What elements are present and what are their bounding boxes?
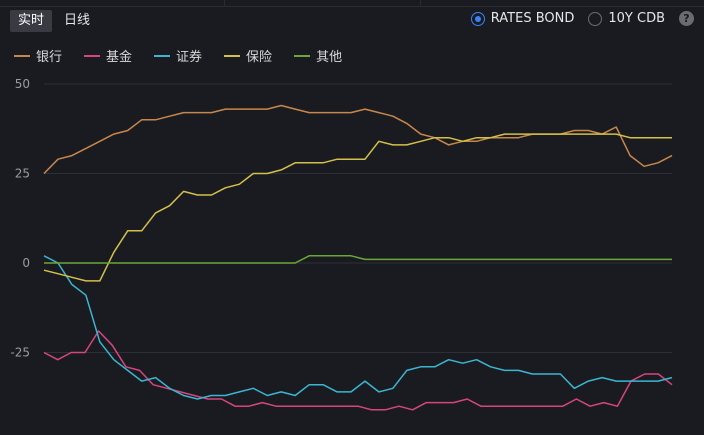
radio-checked-icon [470, 11, 485, 26]
y-tick-label: -25 [10, 346, 30, 360]
legend-label: 证券 [176, 50, 203, 65]
radio-10y-cdb-label: 10Y CDB [608, 11, 665, 26]
legend-swatch [154, 54, 171, 57]
series-line-3 [43, 255, 673, 400]
legend-item-fund[interactable]: 基金 [84, 46, 132, 65]
legend-item-insurance[interactable]: 保险 [224, 46, 272, 65]
legend-swatch [14, 54, 30, 57]
radio-10y-cdb[interactable]: 10Y CDB [588, 11, 665, 26]
legend-label: 保险 [246, 50, 273, 65]
legend-label: 其他 [316, 50, 343, 65]
tab-daily[interactable]: 日线 [64, 13, 91, 28]
series-line-4 [43, 133, 672, 282]
y-tick-label: 25 [15, 167, 30, 181]
y-tick-label: 0 [22, 256, 30, 270]
radio-rates-bond[interactable]: RATES BOND [470, 11, 575, 26]
radio-rates-bond-label: RATES BOND [490, 11, 575, 26]
radio-unchecked-icon [588, 11, 603, 26]
legend-label: 银行 [36, 50, 63, 65]
legend-item-securities[interactable]: 证券 [154, 46, 202, 65]
series-line-5 [44, 255, 672, 264]
legend-item-bank[interactable]: 银行 [14, 46, 62, 65]
legend-swatch [294, 54, 311, 57]
series-line-1 [43, 104, 673, 175]
period-tabs: 实时 日线 [10, 10, 98, 32]
top-divider-segment [224, 0, 421, 6]
top-divider [0, 0, 704, 7]
legend-item-other[interactable]: 其他 [294, 46, 342, 65]
legend-label: 基金 [106, 50, 133, 65]
top-divider-segment [0, 0, 225, 6]
series-line-2 [43, 330, 673, 411]
help-icon[interactable]: ? [679, 11, 694, 26]
y-tick-label: 50 [15, 77, 30, 91]
legend-swatch [84, 54, 101, 57]
bond-selector: RATES BOND 10Y CDB ? [470, 11, 694, 26]
tab-realtime[interactable]: 实时 [10, 10, 53, 32]
legend-swatch [224, 54, 241, 57]
chart-legend: 银行 基金 证券 保险 其他 [14, 46, 342, 65]
